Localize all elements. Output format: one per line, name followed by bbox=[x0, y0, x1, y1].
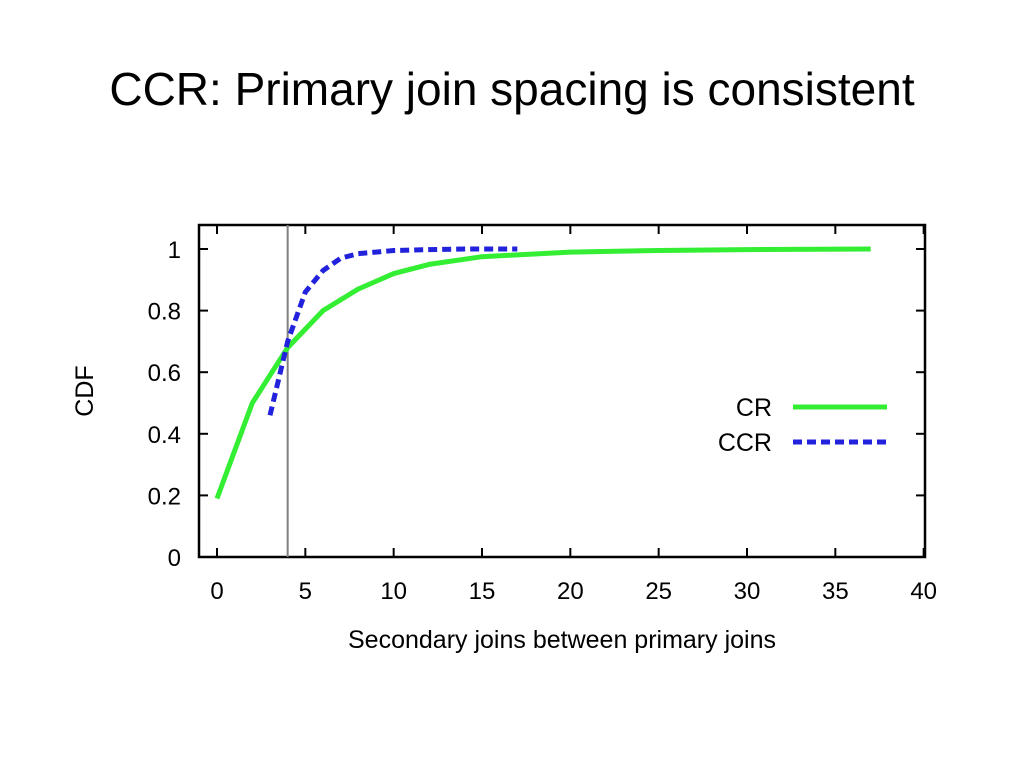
x-tick-label: 5 bbox=[299, 578, 312, 605]
legend: CR CCR bbox=[718, 394, 887, 457]
plot-area-frame bbox=[197, 223, 927, 559]
y-tick-label: 0.6 bbox=[148, 360, 181, 387]
series-lines bbox=[214, 246, 871, 500]
x-tick-label: 35 bbox=[822, 578, 849, 605]
y-tick-label: 0.2 bbox=[148, 483, 181, 510]
x-tick-label: 25 bbox=[645, 578, 672, 605]
x-tick-label: 30 bbox=[734, 578, 761, 605]
x-tick-label: 0 bbox=[210, 578, 223, 605]
x-tick-label: 20 bbox=[557, 578, 584, 605]
x-axis-label: Secondary joins between primary joins bbox=[348, 626, 776, 654]
y-tick-label: 0.4 bbox=[148, 422, 181, 449]
axis-ticks: 0 5 10 15 20 25 30 35 40 0 0.2 0.4 0.6 0.8 1 bbox=[148, 225, 937, 605]
x-tick-label: 15 bbox=[469, 578, 496, 605]
y-tick-label: 0.8 bbox=[148, 299, 181, 326]
legend-label-cr: CR bbox=[736, 394, 772, 422]
legend-label-ccr: CCR bbox=[718, 429, 772, 457]
x-tick-label: 40 bbox=[910, 578, 937, 605]
slide-title: CCR: Primary join spacing is consistent bbox=[109, 63, 915, 115]
y-tick-label: 1 bbox=[168, 237, 181, 264]
x-tick-label: 10 bbox=[380, 578, 407, 605]
y-axis-label: CDF bbox=[71, 365, 99, 416]
y-tick-label: 0 bbox=[168, 545, 181, 572]
series-line-cr bbox=[214, 246, 871, 500]
